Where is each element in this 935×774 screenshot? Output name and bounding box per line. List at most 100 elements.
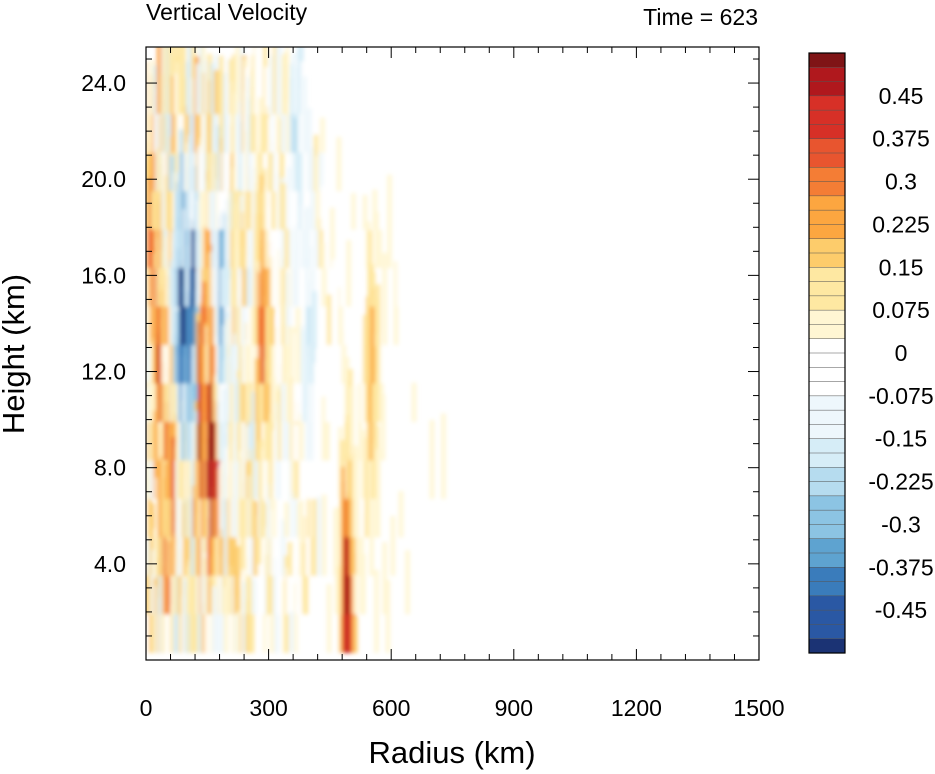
velocity-streak — [155, 88, 160, 153]
velocity-streak — [169, 413, 175, 461]
chart-subtitle: Time = 623 — [643, 4, 758, 30]
colorbar-cell — [808, 481, 846, 497]
velocity-streak — [285, 47, 291, 115]
colorbar-cell — [808, 124, 846, 140]
velocity-streak — [166, 543, 172, 615]
velocity-streak — [254, 358, 260, 423]
x-tick-label: 0 — [140, 695, 153, 721]
y-tick-label: 24.0 — [81, 70, 126, 96]
velocity-streak — [334, 336, 340, 384]
velocity-streak — [336, 136, 342, 192]
velocity-streak — [153, 410, 159, 499]
velocity-streak — [285, 101, 291, 153]
y-axis-label: Height (km) — [0, 274, 31, 434]
velocity-streak — [215, 336, 221, 384]
colorbar-cell — [808, 609, 846, 625]
velocity-field — [146, 47, 446, 653]
colorbar-cell — [808, 67, 846, 83]
velocity-streak — [258, 564, 263, 653]
velocity-streak — [228, 565, 234, 615]
velocity-streak — [393, 261, 399, 346]
colorbar-cell — [808, 52, 846, 68]
velocity-streak — [223, 587, 229, 653]
velocity-streak — [225, 199, 231, 269]
velocity-streak — [362, 194, 368, 230]
velocity-streak — [194, 165, 200, 230]
velocity-streak — [262, 614, 268, 653]
velocity-streak — [189, 601, 195, 653]
velocity-streak — [356, 499, 361, 576]
velocity-streak — [290, 168, 296, 230]
velocity-streak — [377, 229, 383, 269]
colorbar-cell — [808, 181, 846, 197]
velocity-streak — [253, 326, 258, 384]
velocity-streak — [305, 514, 311, 576]
velocity-streak — [331, 398, 337, 499]
velocity-streak — [254, 47, 260, 115]
colorbar-cell — [808, 595, 846, 611]
velocity-streak — [184, 106, 190, 153]
velocity-streak — [277, 47, 283, 115]
velocity-streak — [150, 512, 155, 576]
velocity-streak — [318, 153, 324, 192]
x-axis-tick-labels: 0 300 600 900 1200 1500 — [140, 695, 785, 721]
velocity-streak — [249, 527, 255, 576]
velocity-streak — [298, 413, 304, 461]
velocity-streak — [326, 345, 332, 423]
colorbar-cell — [808, 295, 846, 311]
velocity-streak — [210, 63, 216, 115]
velocity-streak — [189, 114, 195, 192]
velocity-streak — [230, 124, 236, 192]
colorbar-cell — [808, 95, 846, 111]
colorbar-cell — [808, 524, 846, 540]
velocity-streak — [298, 135, 304, 192]
velocity-streak — [280, 519, 286, 576]
velocity-streak — [225, 361, 231, 423]
velocity-streak — [200, 148, 206, 192]
velocity-streak — [182, 141, 188, 192]
velocity-streak — [233, 462, 239, 538]
colorbar-cell — [808, 167, 846, 183]
velocity-streak — [197, 600, 203, 653]
velocity-streak — [243, 198, 249, 269]
colorbar-cell — [808, 209, 846, 225]
velocity-streak — [169, 605, 175, 653]
velocity-streak — [385, 579, 391, 653]
colorbar-cell — [808, 567, 846, 583]
colorbar-labels: 0.45 0.375 0.3 0.225 0.15 0.075 0 -0.075 -0.15 -0… — [868, 83, 933, 623]
velocity-streak — [191, 456, 196, 499]
x-axis-ticks — [145, 47, 760, 660]
y-axis-ticks — [146, 58, 759, 637]
velocity-streak — [375, 284, 381, 384]
y-tick-label: 12.0 — [81, 359, 126, 385]
velocity-streak — [411, 382, 417, 423]
velocity-streak — [146, 476, 152, 538]
y-tick-label: 8.0 — [94, 455, 126, 481]
velocity-streak — [316, 496, 322, 576]
velocity-streak — [352, 616, 358, 653]
velocity-streak — [308, 374, 314, 461]
velocity-streak — [238, 380, 244, 423]
velocity-streak — [357, 287, 363, 384]
colorbar-cell — [808, 138, 846, 154]
velocity-streak — [280, 182, 286, 230]
velocity-streak — [195, 63, 201, 115]
velocity-streak — [262, 503, 268, 538]
velocity-streak — [284, 502, 289, 538]
velocity-streak — [293, 242, 299, 307]
velocity-streak — [155, 204, 160, 269]
velocity-streak — [177, 425, 183, 499]
velocity-streak — [269, 538, 275, 615]
field-streaks — [146, 47, 446, 653]
velocity-streak — [295, 307, 301, 384]
velocity-streak — [284, 228, 289, 269]
velocity-streak — [307, 494, 312, 538]
velocity-streak — [146, 47, 152, 115]
velocity-streak — [266, 426, 271, 499]
velocity-streak — [423, 276, 428, 346]
velocity-streak — [213, 606, 219, 653]
velocity-streak — [164, 346, 170, 423]
velocity-streak — [241, 359, 247, 423]
velocity-streak — [361, 429, 366, 499]
velocity-streak — [320, 185, 325, 230]
